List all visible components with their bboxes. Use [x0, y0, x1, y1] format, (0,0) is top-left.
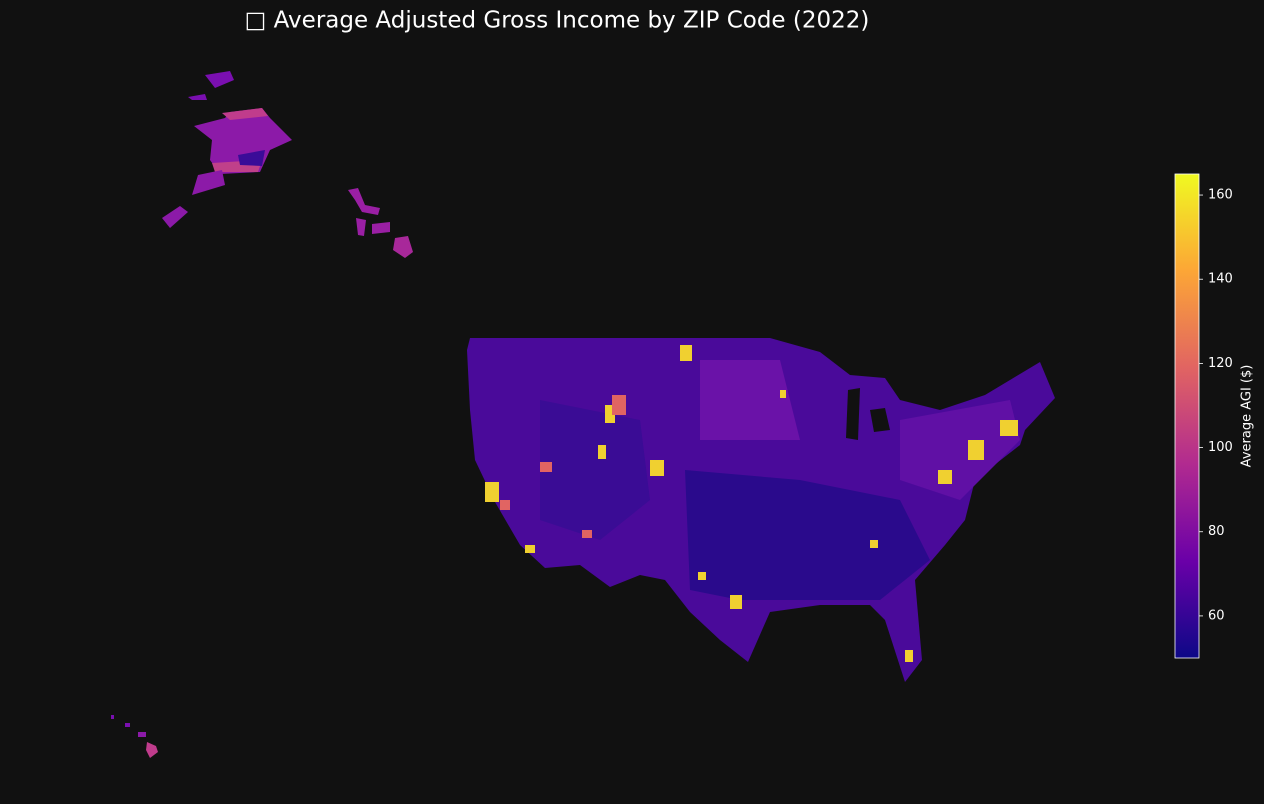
- high-areas: [500, 395, 626, 538]
- alaska: [162, 71, 413, 258]
- metro: [525, 545, 535, 553]
- area: [540, 462, 552, 472]
- island: [138, 732, 146, 737]
- metro: [680, 345, 692, 361]
- metro: [598, 445, 606, 459]
- region: [222, 108, 268, 120]
- region: [162, 206, 188, 228]
- region: [192, 170, 225, 195]
- area: [582, 530, 592, 538]
- lake: [846, 388, 860, 440]
- area: [500, 500, 510, 510]
- metro: [968, 440, 984, 460]
- region: [685, 470, 930, 600]
- tick-label: 160: [1208, 188, 1233, 203]
- region: [348, 188, 380, 215]
- colorbar-label: Average AGI ($): [1240, 365, 1255, 468]
- colorbar: 60 80 100 120 140 160: [1174, 173, 1233, 659]
- metro: [605, 405, 615, 423]
- metro: [485, 482, 499, 502]
- region: [188, 94, 207, 100]
- region: [238, 150, 265, 166]
- region: [393, 236, 413, 258]
- metro: [905, 650, 913, 662]
- island: [125, 723, 130, 727]
- metro-areas: [485, 345, 1018, 662]
- region: [900, 400, 1020, 500]
- colorbar-scale: [1174, 173, 1200, 659]
- region: [372, 222, 390, 234]
- island: [111, 715, 114, 719]
- metro: [1000, 420, 1018, 436]
- region: [194, 108, 292, 174]
- hawaii: [111, 715, 158, 758]
- contiguous-us: [467, 338, 1055, 682]
- tick-label: 60: [1208, 608, 1225, 623]
- region: [540, 400, 650, 540]
- metro: [650, 460, 664, 476]
- tick-label: 120: [1208, 356, 1233, 371]
- tick-label: 100: [1208, 440, 1233, 455]
- map-title: □ Average Adjusted Gross Income by ZIP C…: [245, 8, 870, 34]
- metro: [698, 572, 706, 580]
- metro: [730, 595, 742, 609]
- region: [700, 360, 800, 440]
- area: [612, 395, 626, 415]
- region: [356, 218, 366, 236]
- metro: [870, 540, 878, 548]
- tick-label: 140: [1208, 272, 1233, 287]
- tick-label: 80: [1208, 524, 1225, 539]
- metro: [780, 390, 786, 398]
- metro: [938, 470, 952, 484]
- lake: [870, 408, 890, 432]
- island: [146, 742, 158, 758]
- region: [205, 71, 234, 88]
